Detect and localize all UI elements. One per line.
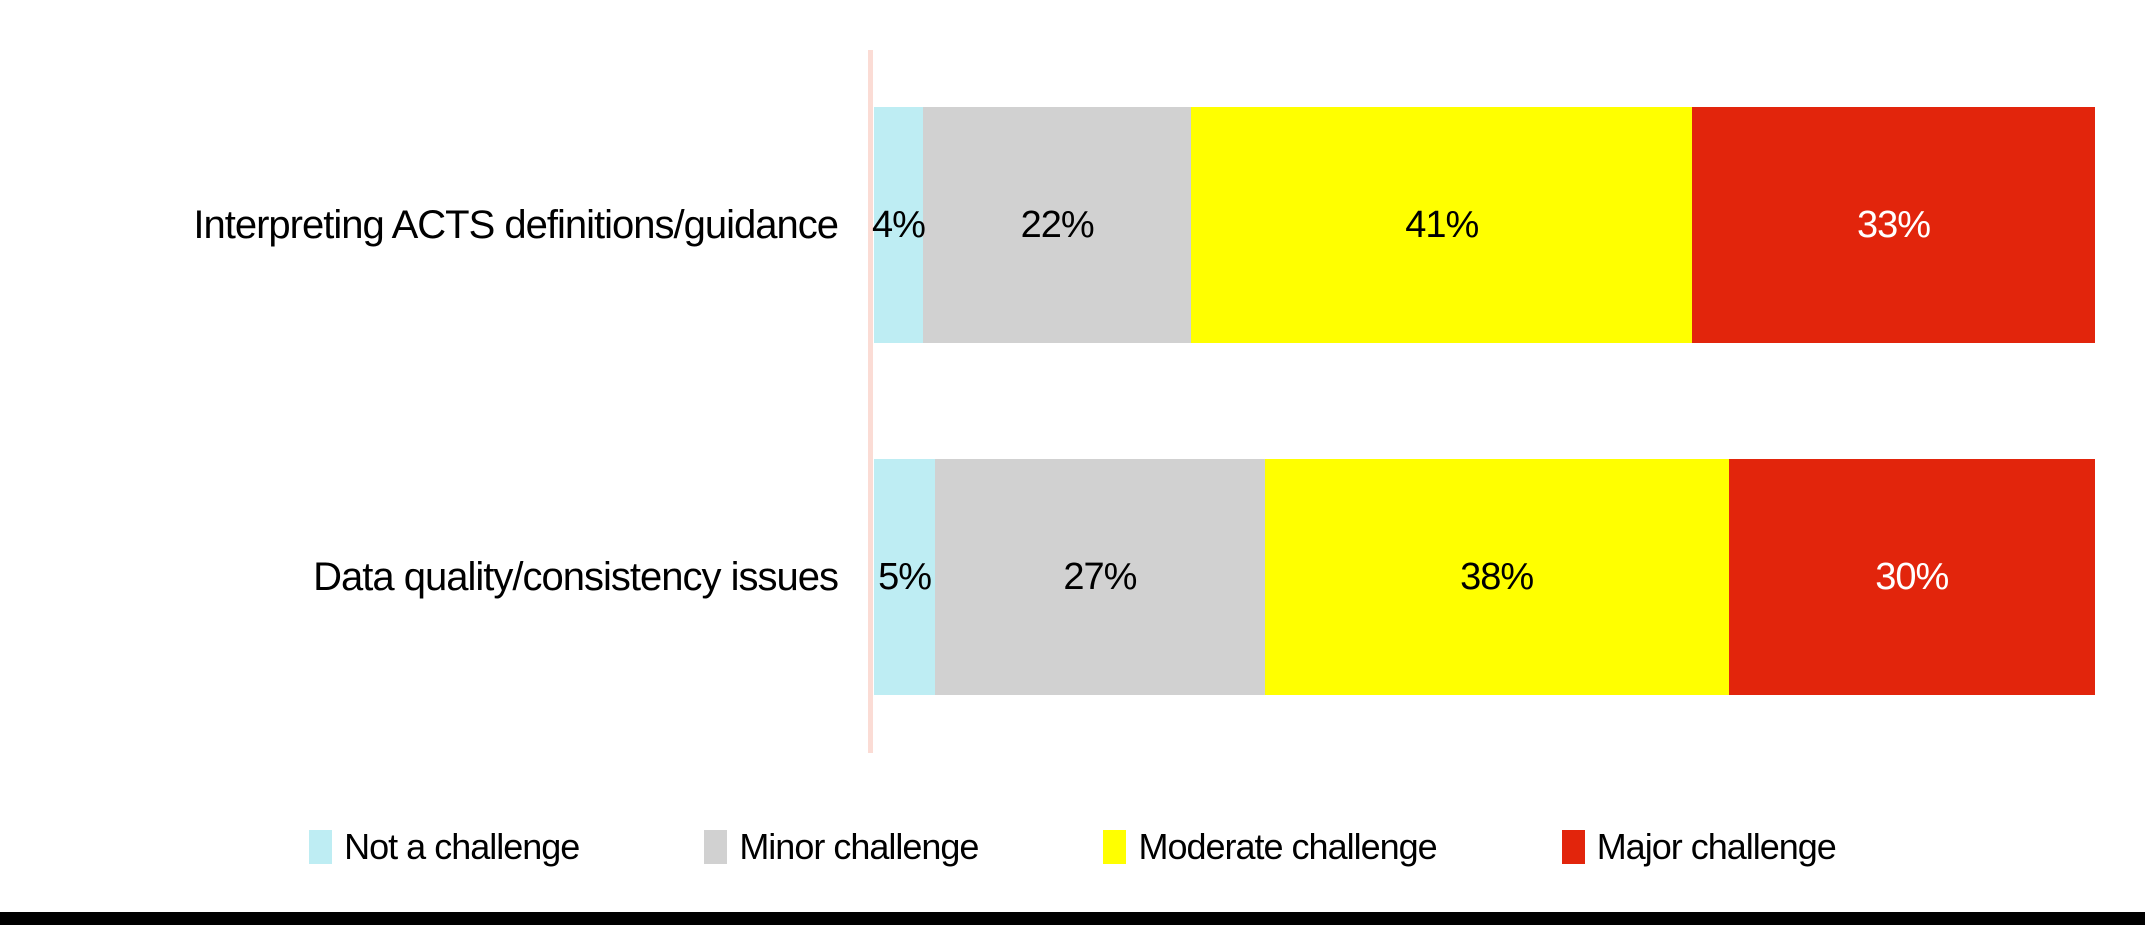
legend-swatch-major-challenge [1561,830,1585,864]
bar-segment-major-challenge: 30% [1728,459,2095,695]
category-label: Data quality/consistency issues [313,554,839,599]
bar-row-data-quality-consistency-issues: Data quality/consistency issues 5% 27% 38% 3… [0,459,2145,695]
segment-value-label: 38% [1460,555,1534,598]
legend-swatch-minor-challenge [704,830,728,864]
legend-item-moderate-challenge: Moderate challenge [1103,826,1438,868]
legend-swatch-not-a-challenge [309,830,333,864]
stacked-bar: 5% 27% 38% 30% [874,459,2095,695]
legend-label: Minor challenge [739,826,979,867]
legend-label: Not a challenge [344,826,580,867]
segment-value-label: 4% [871,203,926,246]
legend-label: Moderate challenge [1138,826,1437,867]
bar-segment-moderate-challenge: 38% [1264,459,1729,695]
legend-label: Major challenge [1596,826,1837,867]
segment-value-label: 33% [1856,203,1931,246]
legend-item-major-challenge: Major challenge [1561,826,1837,868]
legend-item-not-a-challenge: Not a challenge [309,826,580,868]
bar-segment-moderate-challenge: 41% [1191,107,1693,343]
chart-legend: Not a challenge Minor challenge Moderate c… [0,818,2145,876]
category-label: Interpreting ACTS definitions/guidance [193,202,839,247]
segment-value-label: 22% [1020,203,1095,246]
bar-segment-minor-challenge: 27% [935,459,1265,695]
bar-segment-not-a-challenge: 4% [871,107,926,343]
legend-item-minor-challenge: Minor challenge [704,826,979,868]
stacked-bar: 4% 22% 41% 33% [871,107,2095,343]
segment-value-label: 5% [878,555,932,598]
bar-segment-not-a-challenge: 5% [874,459,936,695]
bar-segment-major-challenge: 33% [1692,107,2095,343]
segment-value-label: 30% [1875,555,1949,598]
segment-value-label: 41% [1405,203,1479,246]
segment-value-label: 27% [1063,555,1137,598]
bar-row-interpreting-acts-definitions-guidance: Interpreting ACTS definitions/guidance 4%… [0,107,2145,343]
bottom-border-bar [0,912,2145,925]
bar-segment-minor-challenge: 22% [922,107,1192,343]
y-axis-line [868,50,873,753]
legend-swatch-moderate-challenge [1103,830,1127,864]
